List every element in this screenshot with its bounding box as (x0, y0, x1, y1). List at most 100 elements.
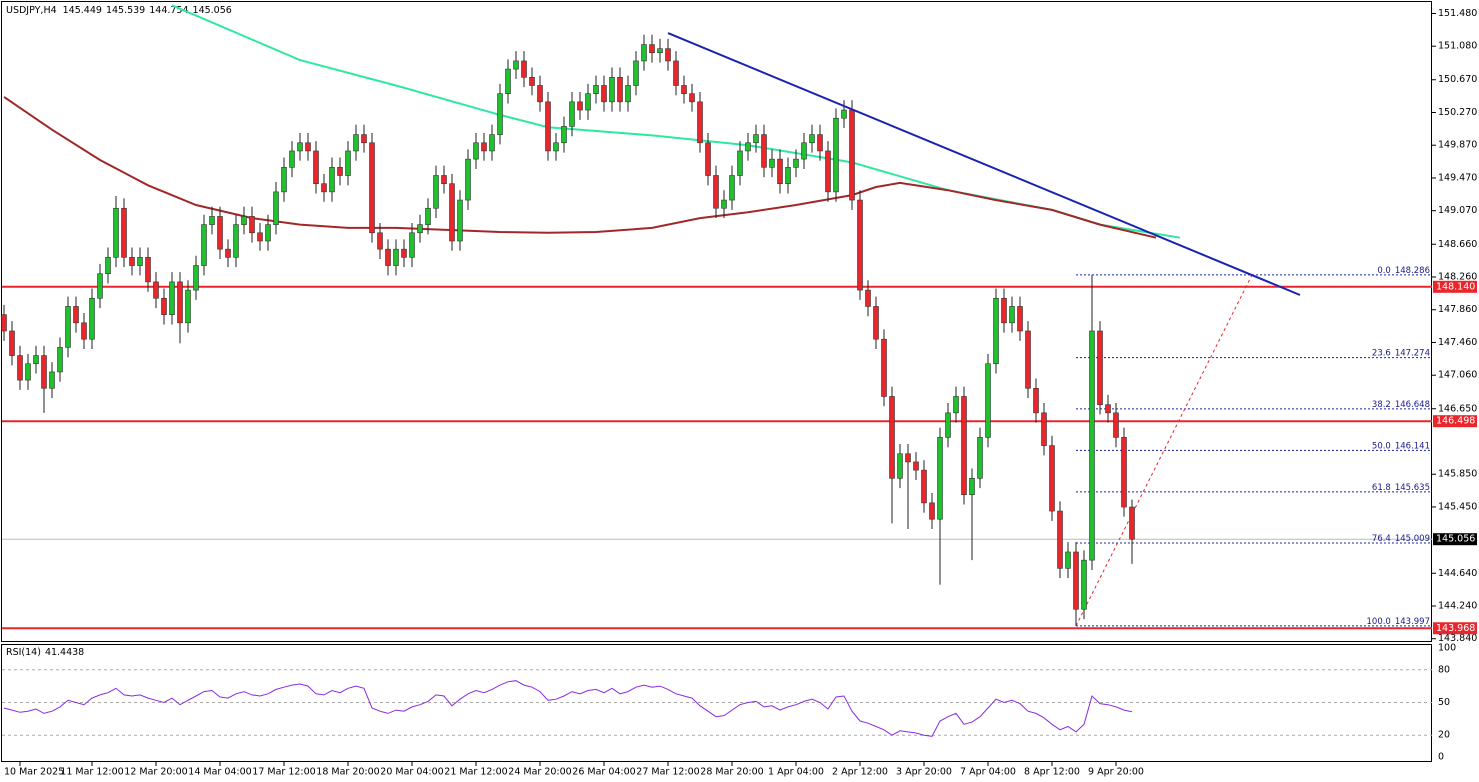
y-tick-label: 150.270 (1438, 107, 1477, 118)
x-tick-label: 11 Mar 12:00 (60, 767, 123, 778)
level-label: 148.140 (1436, 281, 1475, 292)
candle-body (793, 158, 799, 168)
candle-body (585, 93, 591, 111)
candle-body (409, 232, 415, 258)
candle-body (625, 85, 631, 103)
candle-body (593, 85, 599, 94)
x-tick-label: 7 Apr 04:00 (960, 767, 1016, 778)
candle-body (865, 289, 871, 307)
candle-body (1033, 387, 1039, 414)
candle-body (121, 207, 127, 258)
candle-body (81, 322, 87, 340)
candle-body (697, 101, 703, 144)
candle-body (849, 109, 855, 201)
rsi-value: 41.4438 (45, 647, 84, 658)
y-tick-label: 147.060 (1438, 370, 1477, 381)
candle-body (729, 175, 735, 201)
candle-body (601, 85, 607, 103)
candle-body (577, 101, 583, 111)
candle-body (489, 134, 495, 152)
candle-body (49, 371, 55, 389)
fib-value: 145.635 (1395, 482, 1430, 492)
fib-ratio: 38.2 (1372, 399, 1391, 409)
candle-body (817, 134, 823, 152)
candle-body (705, 142, 711, 176)
candle-body (425, 207, 431, 225)
candle-body (1073, 551, 1079, 610)
candle-body (569, 101, 575, 127)
candle-body (281, 167, 287, 193)
rsi-line (3, 680, 1133, 737)
y-tick-label: 148.660 (1438, 239, 1477, 250)
candle-body (641, 44, 647, 62)
candle-body (1105, 404, 1111, 414)
candle-body (465, 158, 471, 201)
x-tick-label: 28 Mar 20:00 (700, 767, 763, 778)
y-tick-label: 143.840 (1438, 633, 1477, 644)
y-tick-label: 147.860 (1438, 304, 1477, 315)
candle-body (873, 306, 879, 340)
candle-body (529, 76, 535, 86)
candle-body (777, 158, 783, 184)
candle-body (1089, 330, 1095, 561)
x-tick-label: 3 Apr 20:00 (896, 767, 952, 778)
candle-body (1121, 437, 1127, 508)
y-tick-label: 149.070 (1438, 205, 1477, 216)
candle-body (1, 314, 7, 332)
candle-body (337, 167, 343, 176)
header-open: 145.449 (63, 5, 102, 16)
x-tick-label: 2 Apr 12:00 (832, 767, 888, 778)
candle-body (241, 216, 247, 225)
y-tick-label: 145.450 (1438, 501, 1477, 512)
fib-value: 146.648 (1395, 399, 1430, 409)
candle-body (249, 216, 255, 234)
candle-body (161, 297, 167, 315)
x-tick-label: 17 Mar 12:00 (252, 767, 315, 778)
fib-value: 147.274 (1395, 348, 1430, 358)
candle-body (617, 76, 623, 103)
x-tick-label: 8 Apr 12:00 (1024, 767, 1080, 778)
fib-ratio: 76.4 (1372, 534, 1391, 544)
rsi-tick-label: 0 (1438, 752, 1444, 763)
candle-body (9, 330, 15, 356)
candle-body (721, 199, 727, 209)
candle-body (1049, 445, 1055, 512)
x-tick-label: 26 Mar 04:00 (572, 767, 635, 778)
level-label: 146.498 (1436, 416, 1475, 427)
header: USDJPY,H4 145.449 145.539 144.754 145.056 (6, 5, 232, 16)
candle-body (1017, 306, 1023, 332)
candle-body (1025, 330, 1031, 389)
candle-body (385, 248, 391, 266)
candle-body (473, 142, 479, 160)
y-tick-label: 150.670 (1438, 74, 1477, 85)
candle-body (785, 167, 791, 184)
fib-ratio: 61.8 (1372, 482, 1391, 492)
candle-body (1057, 510, 1063, 569)
candle-body (545, 101, 551, 152)
candle-body (193, 265, 199, 291)
candle-body (681, 85, 687, 94)
candle-body (41, 355, 47, 389)
candle-body (177, 281, 183, 324)
fib-value: 146.141 (1395, 441, 1430, 451)
candle-body (217, 216, 223, 250)
candle-body (521, 60, 527, 78)
candle-body (297, 142, 303, 152)
candle-body (737, 150, 743, 176)
y-tick-label: 147.460 (1438, 337, 1477, 348)
candle-body (1081, 559, 1087, 610)
candle-body (481, 142, 487, 152)
candle-body (1041, 412, 1047, 446)
fib-label: 76.4 145.009 (1372, 534, 1430, 544)
candle-body (441, 175, 447, 184)
candle-body (761, 134, 767, 168)
x-tick-label: 14 Mar 04:00 (188, 767, 251, 778)
fib-label: 38.2 146.648 (1372, 399, 1430, 409)
candle-body (897, 453, 903, 479)
rsi-header: RSI(14) 41.4438 (6, 647, 84, 658)
candle-body (825, 150, 831, 193)
candle-body (329, 167, 335, 193)
x-tick-label: 10 Mar 2025 (4, 767, 64, 778)
